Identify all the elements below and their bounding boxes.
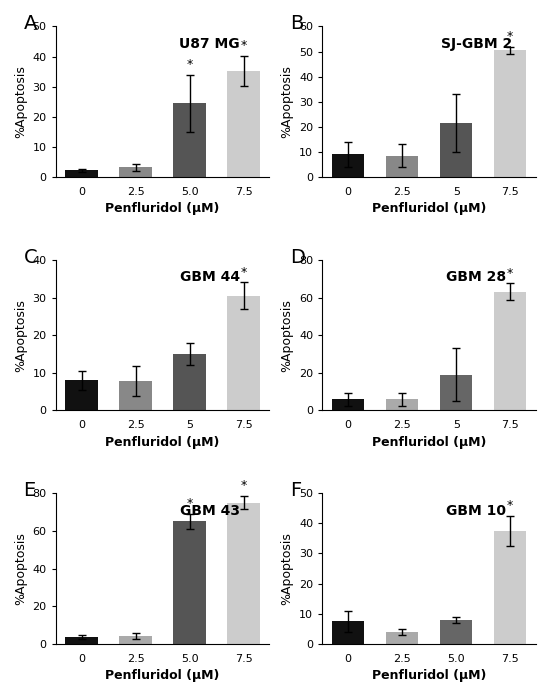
- X-axis label: Penfluridol (μM): Penfluridol (μM): [372, 436, 486, 449]
- Text: *: *: [507, 499, 513, 512]
- X-axis label: Penfluridol (μM): Penfluridol (μM): [106, 436, 219, 449]
- Text: *: *: [186, 58, 192, 71]
- Bar: [119, 636, 152, 644]
- X-axis label: Penfluridol (μM): Penfluridol (μM): [106, 203, 219, 215]
- Y-axis label: %Apoptosis: %Apoptosis: [14, 299, 27, 372]
- Text: U87 MG: U87 MG: [179, 37, 240, 51]
- Text: C: C: [24, 248, 37, 267]
- Bar: [227, 296, 260, 411]
- Bar: [440, 374, 472, 411]
- X-axis label: Penfluridol (μM): Penfluridol (μM): [106, 669, 219, 682]
- Bar: [332, 400, 365, 411]
- Bar: [173, 521, 206, 644]
- Bar: [440, 123, 472, 177]
- Y-axis label: %Apoptosis: %Apoptosis: [280, 65, 294, 139]
- Text: D: D: [290, 248, 305, 267]
- Bar: [494, 292, 526, 411]
- Text: GBM 44: GBM 44: [179, 271, 240, 285]
- Text: *: *: [507, 267, 513, 280]
- Y-axis label: %Apoptosis: %Apoptosis: [280, 299, 294, 372]
- X-axis label: Penfluridol (μM): Penfluridol (μM): [372, 203, 486, 215]
- Bar: [173, 103, 206, 177]
- Text: SJ-GBM 2: SJ-GBM 2: [441, 37, 512, 51]
- Text: *: *: [186, 497, 192, 510]
- Text: E: E: [24, 481, 36, 500]
- X-axis label: Penfluridol (μM): Penfluridol (μM): [372, 669, 486, 682]
- Text: *: *: [240, 39, 246, 52]
- Bar: [332, 622, 365, 644]
- Bar: [440, 619, 472, 644]
- Bar: [65, 170, 98, 177]
- Bar: [173, 354, 206, 411]
- Text: B: B: [290, 15, 304, 33]
- Bar: [227, 71, 260, 177]
- Text: GBM 10: GBM 10: [446, 504, 506, 518]
- Text: *: *: [507, 30, 513, 43]
- Bar: [119, 381, 152, 411]
- Bar: [386, 632, 419, 644]
- Bar: [386, 156, 419, 177]
- Bar: [65, 380, 98, 411]
- Bar: [227, 503, 260, 644]
- Text: GBM 43: GBM 43: [179, 504, 240, 518]
- Y-axis label: %Apoptosis: %Apoptosis: [280, 532, 294, 605]
- Text: *: *: [240, 480, 246, 492]
- Bar: [119, 167, 152, 177]
- Bar: [386, 400, 419, 411]
- Bar: [494, 50, 526, 177]
- Y-axis label: %Apoptosis: %Apoptosis: [14, 532, 27, 605]
- Bar: [332, 155, 365, 177]
- Bar: [494, 531, 526, 644]
- Text: A: A: [24, 15, 37, 33]
- Bar: [65, 638, 98, 644]
- Y-axis label: %Apoptosis: %Apoptosis: [14, 65, 27, 139]
- Text: F: F: [290, 481, 301, 500]
- Text: GBM 28: GBM 28: [446, 271, 507, 285]
- Text: *: *: [240, 266, 246, 278]
